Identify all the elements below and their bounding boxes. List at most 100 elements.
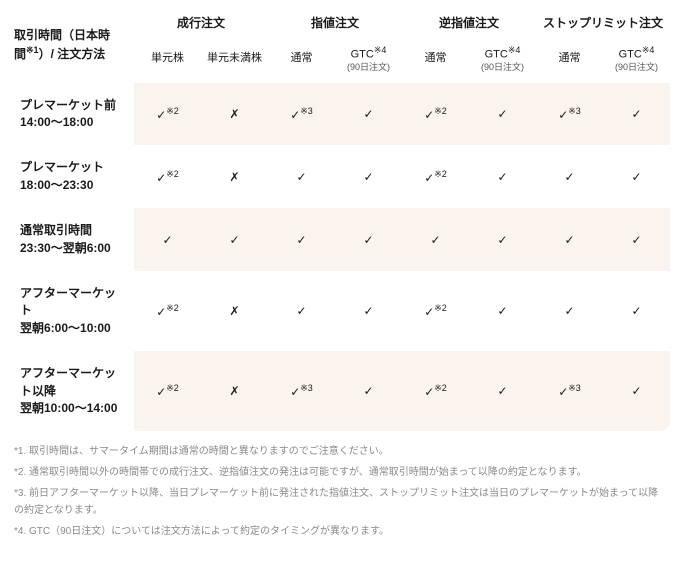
cell: ✓※2 [134,271,201,351]
table-row: アフターマーケット以降翌朝10:00〜14:00✓※2✗✓※3✓✓※2✓✓※3✓ [10,351,670,431]
header-rowhead-l2a: 間 [14,47,26,61]
cell-mark: ✓ [229,233,239,247]
cell: ✓※2 [134,145,201,208]
footnotes: *1. 取引時間は、サマータイム期間は通常の時間と異なりますのでご注意ください。… [14,443,666,540]
cell-mark: ✓ [424,305,434,319]
cell-sup: ※2 [434,383,447,393]
cell-sup: ※2 [434,303,447,313]
cell: ✓※2 [402,351,469,431]
group-limit: 指値注文 [268,6,402,39]
table-body: プレマーケット前14:00〜18:00✓※2✗✓※3✓✓※2✓✓※3✓プレマーケ… [10,83,670,432]
cell-mark: ✓ [631,107,641,121]
cell-mark: ✓ [631,304,641,318]
cell: ✓ [335,83,402,146]
cell-mark: ✗ [229,304,239,318]
cell: ✓※2 [134,83,201,146]
cell: ✓ [536,271,603,351]
sub-market2: 単元未満株 [201,39,268,83]
header-rowhead-sup: ※1 [26,45,39,55]
cell: ✓ [402,208,469,271]
cell-sup: ※2 [166,303,179,313]
cell: ✗ [201,83,268,146]
cell: ✓ [603,208,670,271]
table-row: アフターマーケット翌朝6:00〜10:00✓※2✗✓✓✓※2✓✓✓ [10,271,670,351]
group-market: 成行注文 [134,6,268,39]
cell: ✓ [469,208,536,271]
cell-mark: ✓ [631,233,641,247]
footnote: *2. 通常取引時間以外の時間帯での成行注文、逆指値注文の発注は可能ですが、通常… [14,464,666,481]
cell: ✓ [469,83,536,146]
cell-mark: ✓ [497,170,507,184]
cell-mark: ✓ [497,233,507,247]
cell: ✓ [268,208,335,271]
cell: ✓ [335,351,402,431]
cell: ✓※3 [268,83,335,146]
trading-hours-table: 取引時間（日本時 間※1）/ 注文方法 成行注文 指値注文 逆指値注文 ストップ… [10,6,670,431]
footnote: *3. 前日アフターマーケット以降、当日プレマーケット前に発注された指値注文、ス… [14,485,666,519]
cell: ✓※2 [402,145,469,208]
cell-mark: ✓ [156,171,166,185]
sub-limit-gtc: GTC※4(90日注文) [335,39,402,83]
cell-mark: ✓ [156,108,166,122]
cell-mark: ✓ [424,108,434,122]
cell: ✓ [268,145,335,208]
cell: ✓ [603,351,670,431]
cell-sup: ※3 [568,106,581,116]
cell-mark: ✓ [564,304,574,318]
cell-sup: ※2 [166,169,179,179]
cell-mark: ✓ [430,233,440,247]
table-row: 通常取引時間23:30〜翌朝6:00✓✓✓✓✓✓✓✓ [10,208,670,271]
row-label: アフターマーケット以降翌朝10:00〜14:00 [10,351,134,431]
cell-mark: ✓ [631,384,641,398]
cell-mark: ✓ [290,385,300,399]
cell: ✓ [603,271,670,351]
cell-mark: ✓ [497,107,507,121]
cell-sup: ※2 [166,106,179,116]
cell-mark: ✓ [558,108,568,122]
cell: ✗ [201,271,268,351]
sub-sl-gtc: GTC※4(90日注文) [603,39,670,83]
cell-mark: ✓ [290,108,300,122]
cell-mark: ✓ [564,233,574,247]
cell-sup: ※3 [300,106,313,116]
cell-mark: ✓ [564,170,574,184]
cell: ✓ [134,208,201,271]
cell: ✓※3 [536,83,603,146]
row-label: アフターマーケット翌朝6:00〜10:00 [10,271,134,351]
cell: ✓ [469,271,536,351]
cell: ✗ [201,351,268,431]
cell: ✓※2 [134,351,201,431]
row-label: プレマーケット18:00〜23:30 [10,145,134,208]
cell-mark: ✓ [296,170,306,184]
cell-mark: ✓ [156,305,166,319]
cell-mark: ✓ [363,233,373,247]
cell: ✓※3 [536,351,603,431]
cell-mark: ✓ [363,304,373,318]
sub-stop-gtc: GTC※4(90日注文) [469,39,536,83]
row-label: プレマーケット前14:00〜18:00 [10,83,134,146]
cell: ✓ [201,208,268,271]
cell-mark: ✗ [229,170,239,184]
cell: ✓ [469,351,536,431]
row-label: 通常取引時間23:30〜翌朝6:00 [10,208,134,271]
cell: ✓ [335,145,402,208]
cell: ✓ [603,83,670,146]
cell-mark: ✓ [497,384,507,398]
cell-mark: ✗ [229,384,239,398]
cell-mark: ✗ [229,107,239,121]
cell-sup: ※2 [434,106,447,116]
header-rowhead-l1: 取引時間（日本時 [14,28,110,42]
sub-limit-normal: 通常 [268,39,335,83]
cell: ✓ [536,145,603,208]
sub-market1: 単元株 [134,39,201,83]
footnote: *1. 取引時間は、サマータイム期間は通常の時間と異なりますのでご注意ください。 [14,443,666,460]
cell-sup: ※2 [434,169,447,179]
header-rowhead-l2b: ）/ 注文方法 [39,47,106,61]
cell-mark: ✓ [296,233,306,247]
cell: ✓ [268,271,335,351]
cell-mark: ✓ [558,385,568,399]
cell: ✓ [335,271,402,351]
cell-mark: ✓ [497,304,507,318]
cell-sup: ※2 [166,383,179,393]
table-row: プレマーケット前14:00〜18:00✓※2✗✓※3✓✓※2✓✓※3✓ [10,83,670,146]
